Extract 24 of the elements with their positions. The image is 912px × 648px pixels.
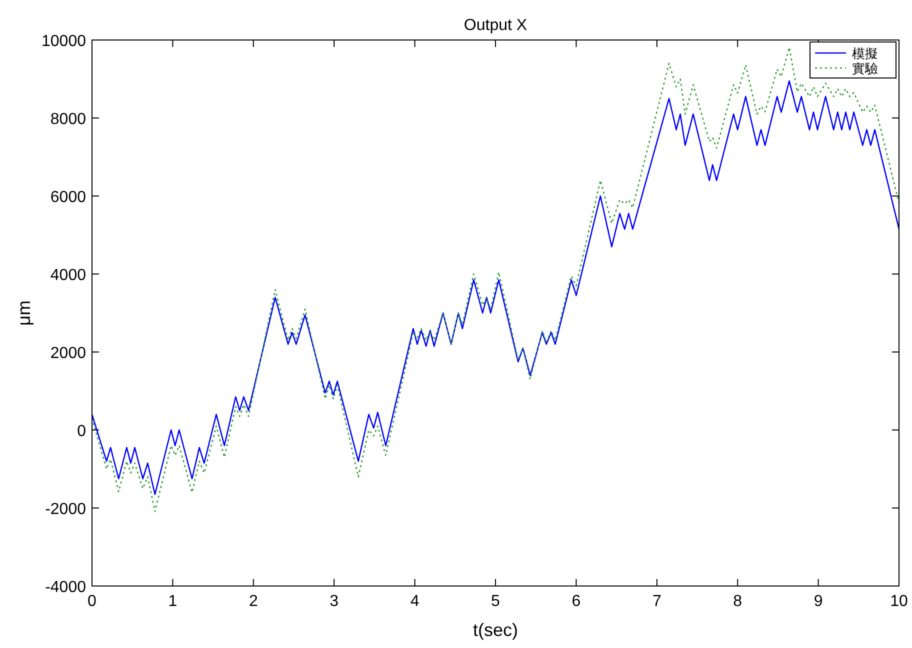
y-tick-label: 0 — [77, 423, 86, 440]
y-tick-label: -4000 — [45, 579, 86, 596]
y-tick-label: 2000 — [50, 345, 86, 362]
legend-label: 實驗 — [852, 61, 878, 76]
y-tick-label: -2000 — [45, 501, 86, 518]
x-axis-title: t(sec) — [473, 620, 518, 640]
x-tick-label: 8 — [733, 593, 742, 610]
y-axis-title: μm — [14, 300, 34, 326]
x-tick-label: 4 — [410, 593, 420, 610]
x-tick-label: 1 — [168, 593, 178, 610]
x-tick-label: 10 — [890, 593, 908, 610]
x-tick-label: 0 — [88, 593, 97, 610]
x-tick-label: 9 — [814, 593, 823, 610]
y-tick-label: 4000 — [50, 267, 86, 284]
x-tick-label: 3 — [330, 593, 339, 610]
y-tick-label: 6000 — [50, 189, 86, 206]
x-tick-label: 7 — [652, 593, 662, 610]
chart-title: Output X — [464, 17, 528, 34]
x-tick-label: 6 — [572, 593, 581, 610]
x-tick-label: 2 — [248, 593, 258, 610]
y-tick-label: 8000 — [50, 111, 86, 128]
x-tick-label: 5 — [491, 593, 500, 610]
y-tick-label: 10000 — [42, 33, 86, 50]
legend-label: 模擬 — [852, 46, 878, 61]
